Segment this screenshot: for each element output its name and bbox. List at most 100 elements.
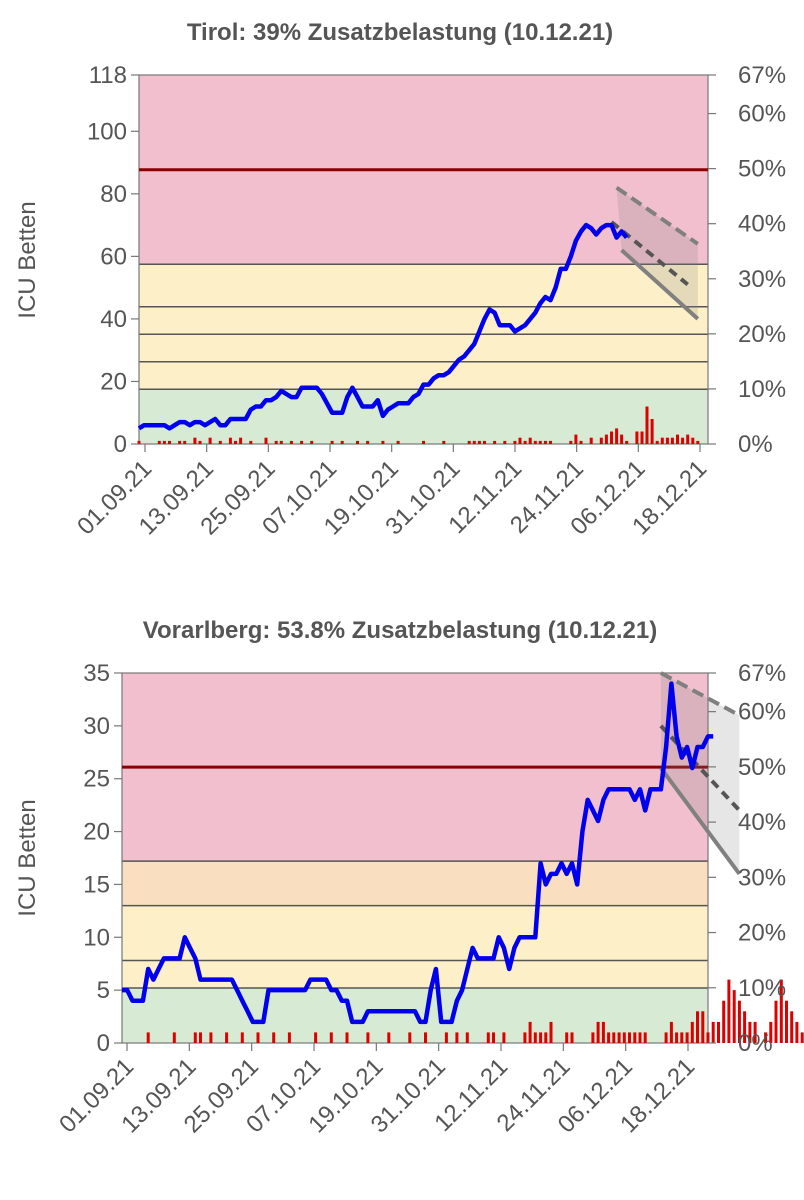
bar (633, 1032, 637, 1043)
bar (617, 1032, 621, 1043)
bar (272, 1032, 276, 1043)
bar (764, 1032, 768, 1043)
forecast-lower (620, 248, 700, 321)
bar (424, 1032, 427, 1043)
y2-tick-label: 40% (738, 809, 786, 836)
bar (523, 440, 527, 444)
bar (681, 437, 685, 444)
bar (310, 440, 314, 444)
bar (680, 1032, 684, 1043)
y-tick-label: 0 (114, 431, 127, 458)
bar (574, 434, 578, 444)
bar (650, 419, 654, 444)
y-tick-label: 0 (97, 1030, 110, 1057)
bar (589, 437, 593, 444)
bar (599, 437, 603, 444)
bar (612, 1032, 616, 1043)
chart-tirol: Tirol: 39% Zusatzbelastung (10.12.21) IC… (14, 19, 786, 540)
bar (157, 440, 161, 444)
bar (711, 1021, 715, 1043)
y-tick-label: 35 (83, 660, 110, 687)
risk-band (139, 264, 708, 390)
bar (225, 1032, 229, 1043)
plot-frame (121, 672, 709, 1044)
bar (664, 1032, 668, 1043)
bar (660, 437, 664, 444)
y-tick-label: 30 (83, 713, 110, 740)
bar (696, 1011, 699, 1043)
bar (493, 440, 497, 444)
bar (669, 1021, 673, 1043)
bar (769, 1021, 773, 1043)
bar (199, 1032, 202, 1043)
bar (604, 434, 608, 444)
bar (645, 406, 649, 444)
y-tick-label: 100 (87, 118, 127, 145)
series-line (122, 681, 714, 1025)
bar (795, 1021, 799, 1043)
bar (544, 1032, 548, 1043)
bar (591, 1032, 595, 1043)
y-tick-label: 5 (97, 977, 110, 1004)
bar (635, 431, 639, 444)
bar (533, 440, 537, 444)
y2-tick-label: 50% (738, 156, 786, 183)
chart-vorarlberg: Vorarlberg: 53.8% Zusatzbelastung (10.12… (14, 617, 804, 1138)
bar (538, 440, 542, 444)
bar (387, 1032, 391, 1043)
bar (665, 437, 669, 444)
y-axis-label: ICU Betten (14, 201, 41, 318)
y2-tick-label: 30% (738, 266, 786, 293)
bar (779, 979, 783, 1043)
bar (539, 1032, 543, 1043)
bar (543, 440, 547, 444)
bar (638, 1032, 642, 1043)
bar (549, 440, 552, 444)
bar (234, 440, 237, 444)
y-tick-label: 10 (83, 924, 110, 951)
bar (146, 1032, 150, 1043)
bar (774, 1000, 778, 1043)
bar (193, 1032, 197, 1043)
bar (690, 1021, 694, 1043)
bar (685, 1032, 689, 1043)
bar (209, 1032, 213, 1043)
bar (330, 440, 334, 444)
bar (622, 1032, 626, 1043)
bar (465, 1032, 469, 1043)
chart-title: Vorarlberg: 53.8% Zusatzbelastung (10.12… (143, 617, 657, 644)
bar (356, 440, 359, 444)
bar (686, 434, 690, 444)
bar (366, 440, 370, 444)
bar (800, 1032, 804, 1043)
bar (239, 437, 243, 444)
bar (743, 1011, 747, 1043)
bar (492, 1032, 495, 1043)
bar (785, 1000, 788, 1043)
bar (615, 428, 619, 444)
bar (193, 437, 197, 444)
bar (274, 440, 278, 444)
bar (340, 440, 344, 444)
bar (570, 1032, 574, 1043)
bar (172, 1032, 176, 1043)
y2-tick-label: 50% (738, 754, 786, 781)
y2-tick-label: 60% (738, 101, 786, 128)
bar (329, 1032, 333, 1043)
bar (256, 1032, 260, 1043)
bar (670, 437, 674, 444)
y2-tick-label: 10% (738, 975, 786, 1002)
series-line (137, 222, 629, 431)
risk-band (122, 861, 708, 906)
bar (717, 1021, 720, 1043)
bar (300, 440, 304, 444)
bar (455, 1032, 459, 1043)
bar (314, 1032, 318, 1043)
bar (477, 440, 481, 444)
bar (643, 1032, 647, 1043)
bar (528, 1021, 532, 1043)
bar (162, 440, 166, 444)
y2-tick-label: 20% (738, 321, 786, 348)
bar (472, 440, 476, 444)
bar (620, 434, 624, 444)
